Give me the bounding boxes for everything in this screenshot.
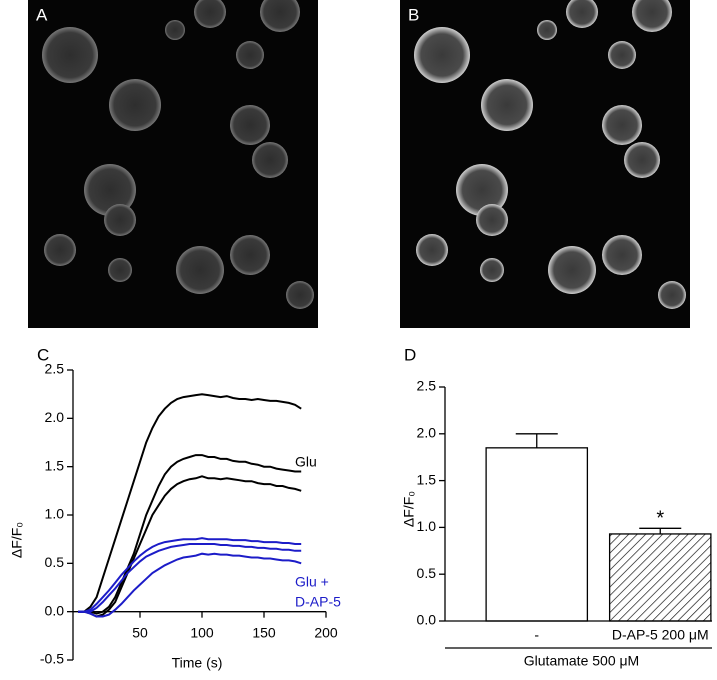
- y-tick-label: -0.5: [40, 651, 64, 667]
- trace: [78, 393, 302, 613]
- annotation: D-AP-5: [295, 594, 341, 610]
- annotation: *: [656, 508, 664, 530]
- y-tick-label: 1.5: [45, 457, 65, 473]
- x-axis-label: Time (s): [172, 655, 223, 671]
- micrograph-a: A: [28, 0, 318, 328]
- y-tick-label: 2.0: [417, 425, 437, 441]
- panel-label: A: [36, 5, 48, 24]
- annotation: Glu: [295, 454, 317, 470]
- group-label: Glutamate 500 μM: [524, 653, 639, 669]
- x-tick-label: 200: [314, 624, 338, 640]
- panel-label: B: [408, 5, 419, 24]
- bar: [608, 533, 712, 622]
- x-tick-label: D-AP-5 200 μM: [612, 627, 709, 643]
- y-tick-label: 0.0: [417, 612, 437, 628]
- x-tick-label: 100: [190, 624, 214, 640]
- x-tick-label: -: [534, 627, 539, 643]
- x-tick-label: 150: [252, 624, 276, 640]
- y-tick-label: 2.5: [417, 378, 437, 394]
- micrograph-b: B: [400, 0, 690, 328]
- y-tick-label: 0.5: [45, 554, 65, 570]
- panel-label: D: [404, 345, 416, 364]
- panel-label: C: [37, 345, 49, 364]
- y-tick-label: 2.5: [45, 361, 65, 377]
- y-axis-label: ΔF/F₀: [401, 491, 417, 527]
- y-tick-label: 1.5: [417, 471, 437, 487]
- y-tick-label: 1.0: [45, 506, 65, 522]
- x-tick-label: 50: [132, 624, 148, 640]
- trace: [78, 454, 302, 615]
- trace: [78, 537, 302, 613]
- trace: [78, 552, 302, 618]
- y-tick-label: 0.0: [45, 602, 65, 618]
- y-axis-label: ΔF/F₀: [9, 522, 25, 558]
- y-tick-label: 1.0: [417, 518, 437, 534]
- y-tick-label: 0.5: [417, 565, 437, 581]
- y-tick-label: 2.0: [45, 409, 65, 425]
- trace: [78, 543, 302, 613]
- annotation: Glu +: [295, 574, 329, 590]
- trace: [78, 475, 302, 618]
- bar: [485, 447, 589, 622]
